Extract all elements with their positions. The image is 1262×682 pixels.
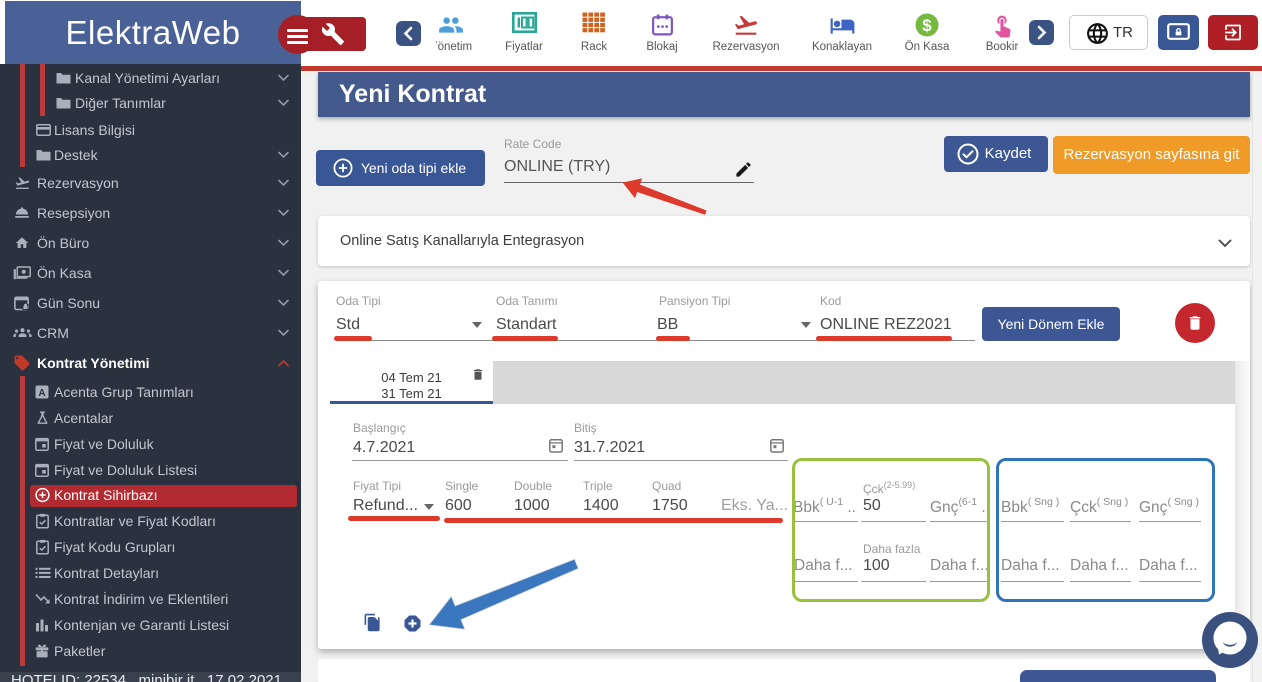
svg-text:A: A	[38, 388, 45, 399]
svg-text:$: $	[922, 16, 932, 35]
